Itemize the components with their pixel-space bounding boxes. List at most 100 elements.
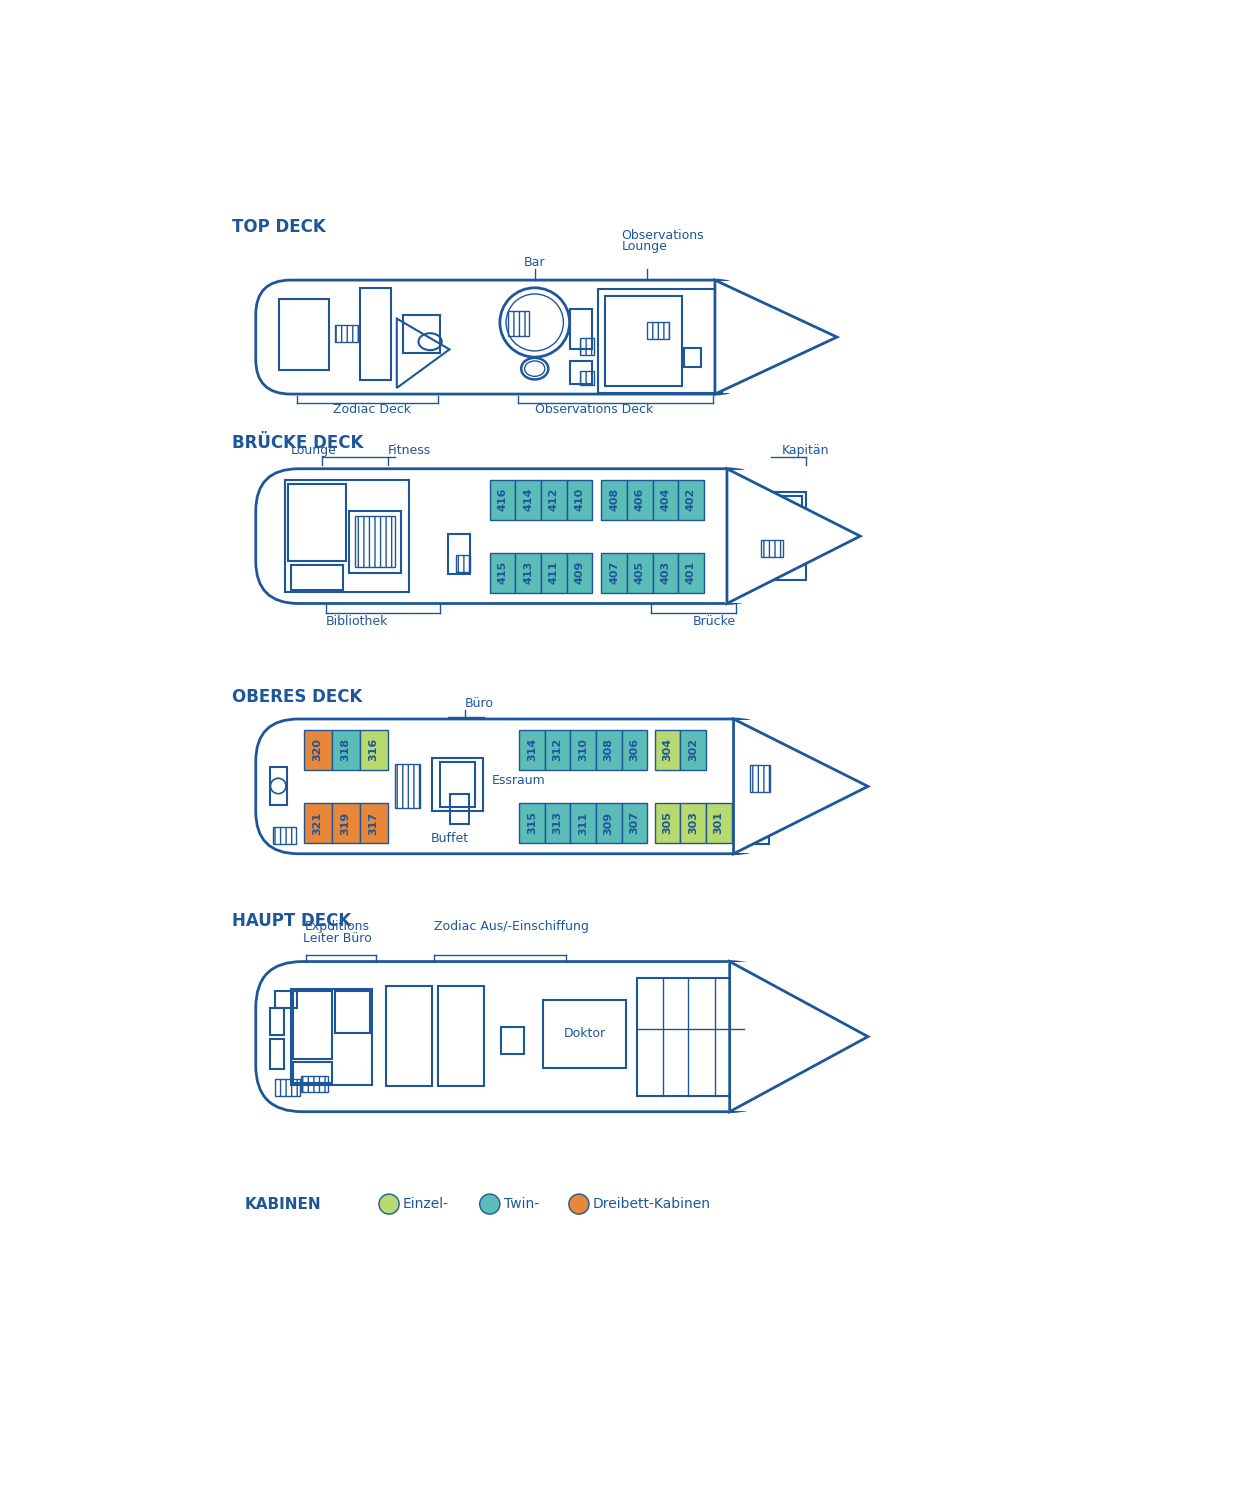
Bar [544,802,570,843]
Text: BRÜCKE DECK: BRÜCKE DECK [233,433,363,451]
Bar [360,802,387,843]
Bar [580,370,594,386]
Bar [678,552,704,592]
Circle shape [480,1194,500,1214]
Bar [541,552,567,592]
Bar [360,730,387,770]
Bar [386,986,433,1086]
Polygon shape [734,718,868,854]
Text: Twin-: Twin- [503,1197,539,1210]
Bar [490,480,516,519]
Text: 414: 414 [523,488,533,512]
Text: 406: 406 [635,488,645,512]
FancyBboxPatch shape [255,718,776,854]
Bar [541,480,567,519]
Bar [543,1000,626,1068]
Text: Observations: Observations [621,228,704,242]
Bar [456,555,470,572]
Text: 321: 321 [312,812,322,834]
Bar [290,988,372,1084]
Bar [516,480,541,519]
Bar [332,802,360,843]
Bar [438,986,485,1086]
Text: 301: 301 [714,812,724,834]
Bar [275,992,296,1008]
Bar [683,348,701,368]
Bar [737,492,806,580]
Bar [580,338,594,356]
Bar [396,764,420,808]
Text: 306: 306 [630,738,640,762]
Text: 304: 304 [662,738,672,762]
Bar [304,802,332,843]
FancyBboxPatch shape [255,468,770,603]
Bar [647,322,668,339]
Text: Brücke: Brücke [693,615,737,628]
Bar [335,992,370,1033]
Text: Buffet: Buffet [430,833,469,844]
Bar [332,730,360,770]
Text: 309: 309 [604,812,614,834]
Bar [440,762,475,807]
Bar [754,827,769,843]
Bar [567,552,593,592]
Text: 311: 311 [578,812,588,834]
Bar [570,309,593,350]
Text: TOP DECK: TOP DECK [233,219,326,237]
Text: HAUPT DECK: HAUPT DECK [233,912,352,930]
Bar [270,1038,284,1070]
Text: 316: 316 [368,738,378,762]
Text: 303: 303 [688,812,698,834]
Bar [596,802,621,843]
Text: Lounge: Lounge [621,240,667,254]
Bar [732,720,777,854]
Text: Dreibett-Kabinen: Dreibett-Kabinen [593,1197,711,1210]
Bar [655,730,681,770]
Bar [288,484,346,561]
Text: 402: 402 [686,488,696,512]
Bar [655,802,681,843]
Polygon shape [729,962,868,1112]
Bar [681,802,706,843]
Text: 314: 314 [527,738,537,762]
Text: 319: 319 [341,812,351,834]
Bar [570,802,596,843]
Bar [293,1062,332,1083]
Bar [290,566,343,590]
Bar [761,540,782,556]
Text: 313: 313 [553,812,563,834]
Text: 315: 315 [527,812,537,834]
Text: 416: 416 [497,488,507,512]
Bar [713,280,751,393]
Text: Zodiac Deck: Zodiac Deck [334,404,412,417]
Text: 412: 412 [549,488,559,512]
Text: 401: 401 [686,561,696,585]
Bar [516,552,541,592]
Bar [449,795,469,824]
Bar [678,480,704,519]
Bar [355,516,396,567]
Text: Bar: Bar [525,255,546,268]
Bar [601,552,627,592]
Text: 302: 302 [688,738,698,762]
Text: OBERES DECK: OBERES DECK [233,688,363,706]
Bar [335,326,358,342]
Bar [627,552,652,592]
Text: 408: 408 [609,488,619,512]
Bar [304,730,332,770]
Bar [605,296,682,387]
Bar [728,963,777,1112]
Bar [501,1028,525,1054]
Text: 413: 413 [523,561,533,585]
Bar [681,730,706,770]
Bar [433,758,482,812]
Bar [279,300,330,370]
Bar [293,992,332,1059]
Bar [270,1008,284,1035]
Bar [544,730,570,770]
Text: 411: 411 [549,561,559,585]
Bar [652,480,678,519]
Text: Lounge: Lounge [290,444,336,458]
Bar [596,730,621,770]
Text: 415: 415 [497,561,507,585]
